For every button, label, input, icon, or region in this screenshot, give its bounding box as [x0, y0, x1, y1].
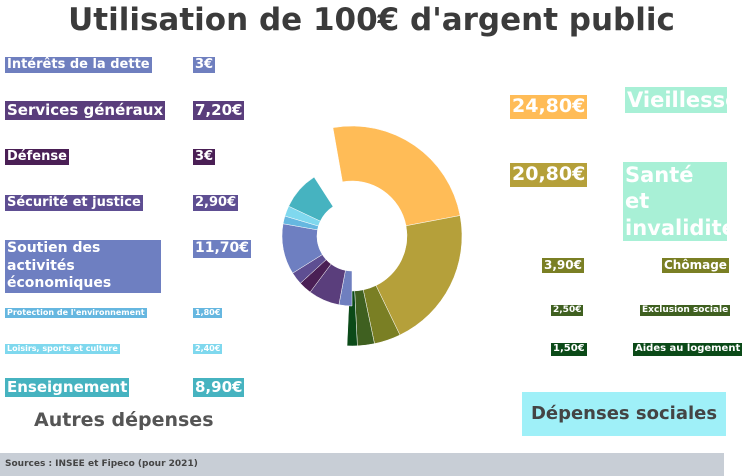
slice-value-soutien-des-activites-economiques: 11,70€	[193, 240, 252, 258]
slice-value-enseignement: 8,90€	[193, 378, 245, 397]
slice-label-sante-et-invalidite: Santé et invalidité	[623, 162, 736, 241]
slice-value-interets-de-la-dette: 3€	[193, 57, 216, 74]
slice-label-aides-au-logement: Aides au logement	[633, 343, 743, 356]
slice-label-exclusion-sociale: Exclusion sociale	[640, 305, 731, 317]
slice-label-soutien-des-activites-economiques: Soutien des activités économiques	[5, 240, 161, 293]
slice-value-exclusion-sociale: 2,50€	[551, 305, 584, 317]
slice-label-loisirs-sports-et-culture: Loisirs, sports et culture	[5, 344, 120, 354]
slice-value-sante-et-invalidite: 20,80€	[510, 163, 588, 187]
slice-value-defense: 3€	[193, 149, 216, 166]
source-note: Sources : INSEE et Fipeco (pour 2021)	[0, 453, 724, 476]
slice-value-protection-de-l-environnement: 1,80€	[193, 308, 223, 318]
slice-enseignement	[288, 176, 334, 222]
slice-value-chomage: 3,90€	[542, 258, 584, 273]
slice-vieillesse	[332, 125, 461, 227]
slice-value-securite-et-justice: 2,90€	[193, 195, 239, 212]
slice-sante-et-invalidite	[375, 215, 463, 336]
slice-label-securite-et-justice: Sécurité et justice	[5, 195, 143, 212]
slice-label-interets-de-la-dette: Intérêts de la dette	[5, 57, 152, 74]
slice-value-vieillesse: 24,80€	[510, 95, 588, 119]
slice-label-vieillesse: Vieillesse	[625, 87, 740, 114]
slice-label-chomage: Chômage	[662, 258, 729, 273]
slice-value-services-generaux: 7,20€	[193, 101, 245, 120]
chart-title: Utilisation de 100€ d'argent public	[68, 2, 675, 38]
slice-label-services-generaux: Services généraux	[5, 101, 166, 120]
slice-label-protection-de-l-environnement: Protection de l'environnement	[5, 308, 147, 318]
slice-label-enseignement: Enseignement	[5, 378, 130, 397]
slice-value-loisirs-sports-et-culture: 2,40€	[193, 344, 223, 354]
other-spending-label: Autres dépenses	[34, 409, 214, 431]
social-spending-label: Dépenses sociales	[522, 392, 726, 436]
slice-value-aides-au-logement: 1,50€	[551, 343, 587, 356]
slice-label-defense: Défense	[5, 149, 69, 166]
